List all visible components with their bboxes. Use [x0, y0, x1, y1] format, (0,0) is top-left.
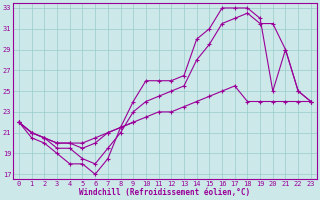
X-axis label: Windchill (Refroidissement éolien,°C): Windchill (Refroidissement éolien,°C) — [79, 188, 251, 197]
